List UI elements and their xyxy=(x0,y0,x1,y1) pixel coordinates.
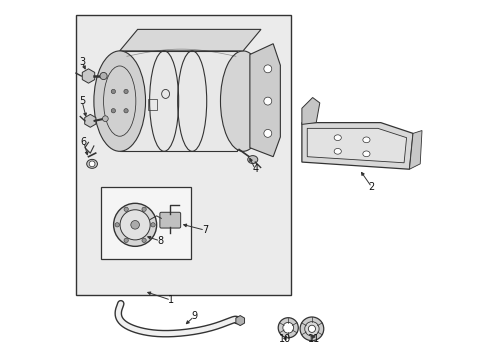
Polygon shape xyxy=(408,131,421,169)
Circle shape xyxy=(100,72,107,80)
Circle shape xyxy=(115,223,119,227)
Text: 4: 4 xyxy=(252,164,258,174)
Bar xyxy=(76,15,290,295)
Circle shape xyxy=(142,238,146,243)
Circle shape xyxy=(300,317,323,341)
Text: 10: 10 xyxy=(278,334,290,344)
Bar xyxy=(147,99,156,110)
Ellipse shape xyxy=(86,159,97,168)
Polygon shape xyxy=(249,44,280,157)
Text: 1: 1 xyxy=(167,295,174,305)
Ellipse shape xyxy=(264,97,271,105)
Bar xyxy=(101,187,190,259)
Text: 2: 2 xyxy=(368,182,374,192)
Ellipse shape xyxy=(264,65,271,73)
Ellipse shape xyxy=(362,151,369,157)
Circle shape xyxy=(151,223,155,227)
Ellipse shape xyxy=(333,135,341,140)
Circle shape xyxy=(142,207,146,211)
Circle shape xyxy=(282,322,293,333)
Text: 3: 3 xyxy=(79,57,85,67)
Ellipse shape xyxy=(264,130,271,137)
Circle shape xyxy=(89,161,95,167)
Ellipse shape xyxy=(247,156,257,163)
FancyBboxPatch shape xyxy=(160,212,180,228)
Circle shape xyxy=(113,203,156,246)
Text: 5: 5 xyxy=(79,96,85,106)
Circle shape xyxy=(304,321,319,336)
Text: 6: 6 xyxy=(81,138,87,147)
Circle shape xyxy=(308,325,315,332)
Ellipse shape xyxy=(333,148,341,154)
Ellipse shape xyxy=(362,137,369,143)
Polygon shape xyxy=(301,123,412,169)
Polygon shape xyxy=(120,30,261,51)
Text: 7: 7 xyxy=(202,225,208,235)
Bar xyxy=(120,51,236,151)
Circle shape xyxy=(123,89,128,94)
Circle shape xyxy=(102,116,108,122)
Circle shape xyxy=(111,89,115,94)
Circle shape xyxy=(120,210,150,240)
Circle shape xyxy=(123,109,128,113)
Circle shape xyxy=(124,207,128,211)
Circle shape xyxy=(131,221,139,229)
Circle shape xyxy=(111,109,115,113)
Polygon shape xyxy=(301,98,319,125)
Circle shape xyxy=(278,318,298,338)
Ellipse shape xyxy=(220,51,265,151)
Circle shape xyxy=(124,238,128,243)
Text: 9: 9 xyxy=(191,311,197,321)
Text: 8: 8 xyxy=(157,236,163,246)
Text: 11: 11 xyxy=(307,334,320,344)
Polygon shape xyxy=(306,129,406,163)
Ellipse shape xyxy=(94,51,145,151)
